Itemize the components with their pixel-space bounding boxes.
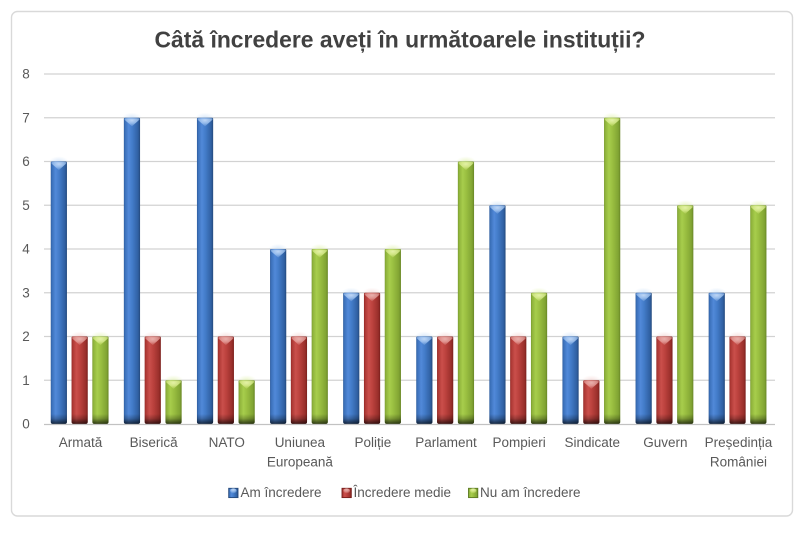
svg-text:Guvern: Guvern — [643, 435, 687, 450]
svg-text:0: 0 — [22, 417, 30, 432]
svg-text:Europeană: Europeană — [267, 455, 334, 470]
svg-text:Uniunea: Uniunea — [275, 435, 326, 450]
svg-text:Nu am încredere: Nu am încredere — [480, 485, 581, 500]
svg-text:6: 6 — [22, 154, 30, 169]
svg-text:NATO: NATO — [209, 435, 245, 450]
svg-text:1: 1 — [22, 373, 30, 388]
svg-text:Încredere medie: Încredere medie — [353, 485, 452, 500]
svg-text:Poliție: Poliție — [355, 435, 392, 450]
svg-text:României: României — [710, 455, 767, 470]
svg-text:7: 7 — [22, 110, 30, 125]
svg-text:4: 4 — [22, 242, 30, 257]
svg-text:Parlament: Parlament — [415, 435, 477, 450]
svg-text:Sindicate: Sindicate — [564, 435, 620, 450]
svg-text:8: 8 — [22, 67, 30, 82]
svg-text:Câtă încredere aveți în următo: Câtă încredere aveți în următoarele inst… — [154, 27, 645, 53]
svg-text:Biserică: Biserică — [130, 435, 179, 450]
svg-text:Armată: Armată — [59, 435, 103, 450]
svg-text:Președinția: Președinția — [705, 435, 773, 450]
svg-text:Pompieri: Pompieri — [493, 435, 546, 450]
svg-text:Am încredere: Am încredere — [241, 485, 322, 500]
svg-text:2: 2 — [22, 329, 30, 344]
svg-text:5: 5 — [22, 198, 30, 213]
svg-text:3: 3 — [22, 285, 30, 300]
